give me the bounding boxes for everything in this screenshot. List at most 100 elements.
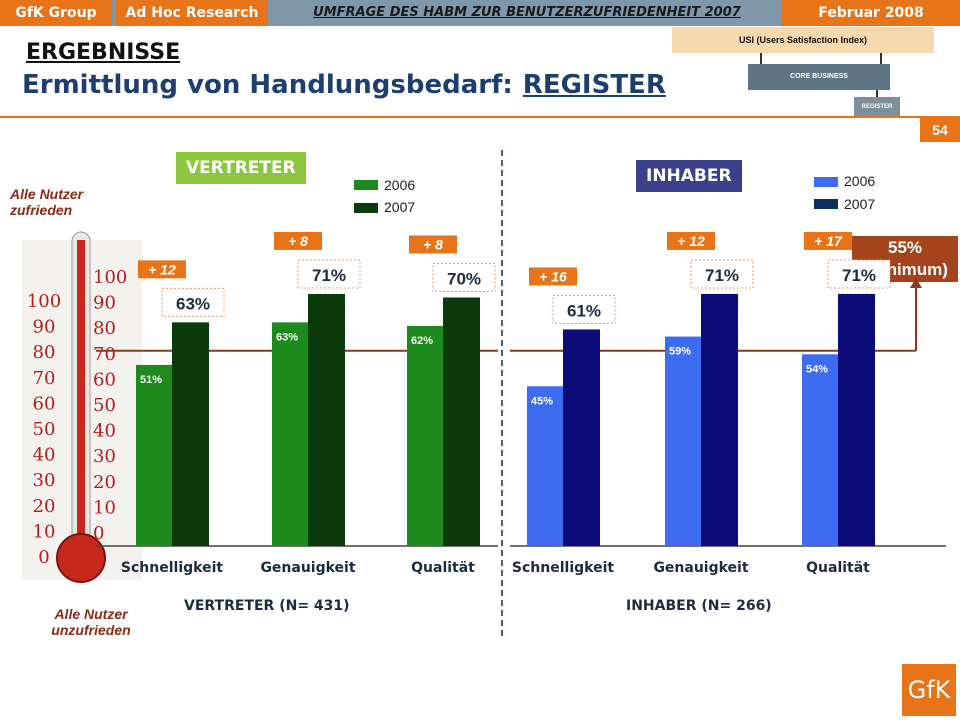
bar-2007 — [701, 293, 738, 546]
page-title-emphasis: REGISTER — [522, 70, 666, 100]
bar-2006 — [527, 386, 563, 546]
inhaber-panel-label: INHABER — [636, 160, 742, 192]
legend-label-vertreter-2007: 2007 — [384, 199, 416, 215]
thermometer-tick-right: 80 — [93, 318, 116, 339]
panel-separator — [501, 150, 503, 636]
bar-2007 — [838, 293, 875, 546]
bar-2006 — [802, 354, 838, 546]
category-label: Schnelligkeit — [512, 560, 614, 576]
vertreter-panel-label: VERTRETER — [176, 152, 306, 184]
hierarchy-connector — [760, 53, 762, 64]
thermometer-tick-left: 60 — [33, 393, 56, 414]
category-label: Genauigkeit — [653, 560, 748, 576]
thermometer-tick-right: 0 — [93, 523, 104, 544]
delta-label: + 16 — [539, 268, 567, 284]
bar-2007 — [443, 297, 480, 546]
data-label-2007-box — [690, 259, 754, 289]
data-label-2007: 70% — [447, 270, 481, 289]
thermometer-tick-right: 70 — [93, 344, 116, 365]
category-label: Genauigkeit — [260, 560, 355, 576]
thermometer-tick-right: 50 — [93, 395, 116, 416]
thermometer-tick-left: 100 — [27, 291, 61, 312]
delta-label: + 8 — [288, 233, 308, 249]
delta-box — [409, 235, 457, 254]
thermometer-tick-left: 90 — [33, 317, 56, 338]
thermometer-mercury — [77, 240, 85, 554]
hierarchy-connector — [876, 90, 878, 97]
thermometer-tick-left: 40 — [33, 445, 56, 466]
top-bar: GfK Group Ad Hoc Research UMFRAGE DES HA… — [0, 0, 960, 26]
legend-label-inhaber-2006: 2006 — [844, 173, 876, 189]
data-label-2006: 63% — [276, 331, 298, 343]
all-users-satisfied-label: Alle Nutzer zufrieden — [10, 186, 84, 218]
data-label-2007-box — [552, 294, 616, 324]
delta-box — [529, 267, 577, 286]
page-title: Ermittlung von Handlungsbedarf: REGISTER — [22, 70, 666, 100]
threshold-arrowhead — [910, 278, 922, 288]
data-label-2007-box — [297, 259, 361, 289]
bar-2006 — [272, 322, 308, 546]
delta-label: + 8 — [423, 237, 443, 253]
thermometer-tick-left: 80 — [33, 342, 56, 363]
bar-2006 — [407, 325, 443, 546]
thermometer-tick-right: 10 — [93, 497, 116, 518]
page-title-text: Ermittlung von Handlungsbedarf: — [22, 70, 513, 100]
data-label-2006: 51% — [140, 374, 162, 386]
core-business-box: CORE BUSINESS — [748, 64, 890, 90]
threshold-value: 55% — [887, 238, 923, 257]
category-label: Qualität — [806, 560, 870, 576]
report-date: Februar 2008 — [782, 0, 960, 26]
delta-label: + 17 — [814, 233, 843, 249]
gfk-group-label: GfK Group — [0, 0, 112, 26]
category-label: Schnelligkeit — [121, 560, 223, 576]
thermometer-tick-left: 10 — [33, 521, 56, 542]
usi-box: USI (Users Satisfaction Index) — [672, 27, 934, 53]
bar-2007 — [563, 329, 600, 546]
delta-box — [138, 260, 186, 279]
data-label-2006: 59% — [669, 346, 691, 358]
data-label-2007: 71% — [705, 266, 739, 285]
bar-2006 — [136, 364, 172, 546]
thermometer-tick-right: 20 — [93, 472, 116, 493]
thermometer-tick-left: 50 — [33, 419, 56, 440]
inhaber-sample-label: INHABER (N= 266) — [626, 598, 772, 614]
delta-box — [804, 231, 852, 250]
survey-title: UMFRAGE DES HABM ZUR BENUTZERZUFRIEDENHE… — [313, 5, 741, 20]
thermometer-tick-left: 30 — [33, 470, 56, 491]
hierarchy-connector — [880, 53, 882, 64]
thermometer-tick-left: 70 — [33, 368, 56, 389]
category-label: Qualität — [411, 560, 475, 576]
register-box: REGISTER — [854, 97, 900, 117]
delta-label: + 12 — [148, 261, 176, 277]
vertreter-sample-label: VERTRETER (N= 431) — [184, 598, 350, 614]
legend-label-inhaber-2007: 2007 — [844, 196, 876, 212]
page-number: 54 — [920, 118, 960, 142]
data-label-2007: 63% — [176, 294, 210, 313]
legend-swatch-vertreter-2006 — [354, 180, 378, 190]
bar-2006 — [665, 336, 701, 546]
data-label-2007-box — [432, 263, 496, 292]
data-label-2006: 45% — [531, 395, 553, 407]
thermometer-tick-right: 90 — [93, 293, 116, 314]
bar-2007 — [308, 293, 345, 546]
data-label-2007: 71% — [312, 266, 346, 285]
legend-label-vertreter-2006: 2006 — [384, 177, 416, 193]
thermometer-tick-left: 0 — [38, 547, 49, 568]
delta-box — [667, 231, 715, 250]
data-label-2007: 61% — [567, 301, 601, 320]
ad-hoc-research-label: Ad Hoc Research — [116, 0, 268, 26]
legend-swatch-inhaber-2006 — [814, 177, 838, 187]
delta-box — [274, 231, 322, 250]
title-divider — [0, 116, 960, 118]
delta-label: + 12 — [677, 233, 705, 249]
data-label-2006: 62% — [411, 335, 433, 347]
thermometer-tick-right: 40 — [93, 421, 116, 442]
bar-2007 — [172, 322, 209, 546]
data-label-2007-box — [827, 259, 891, 289]
section-title: ERGEBNISSE — [26, 40, 181, 65]
thermometer-tick-right: 30 — [93, 446, 116, 467]
thermometer-tick-left: 20 — [33, 496, 56, 517]
thermometer-bulb — [56, 533, 106, 583]
legend-swatch-inhaber-2007 — [814, 199, 838, 209]
